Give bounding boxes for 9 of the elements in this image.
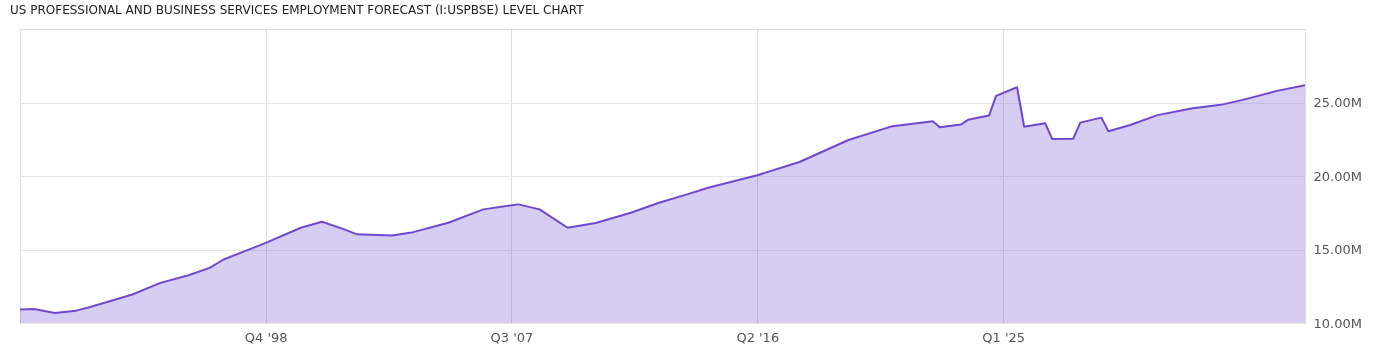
chart-title: US PROFESSIONAL AND BUSINESS SERVICES EMPLOYMENT FORECAST (I:USPBSE) LEVEL CHART <box>10 3 585 17</box>
x-tick-label: Q2 '16 <box>736 329 780 345</box>
x-tick-label: Q3 '07 <box>490 329 534 345</box>
x-tick-label: Q1 '25 <box>982 329 1026 345</box>
x-tick-label: Q4 '98 <box>244 329 288 345</box>
y-tick-label: 20.00M <box>1313 168 1362 184</box>
y-tick-label: 15.00M <box>1313 242 1362 257</box>
y-tick-label: 10.00M <box>1313 315 1362 331</box>
y-tick-label: 25.00M <box>1313 95 1362 110</box>
